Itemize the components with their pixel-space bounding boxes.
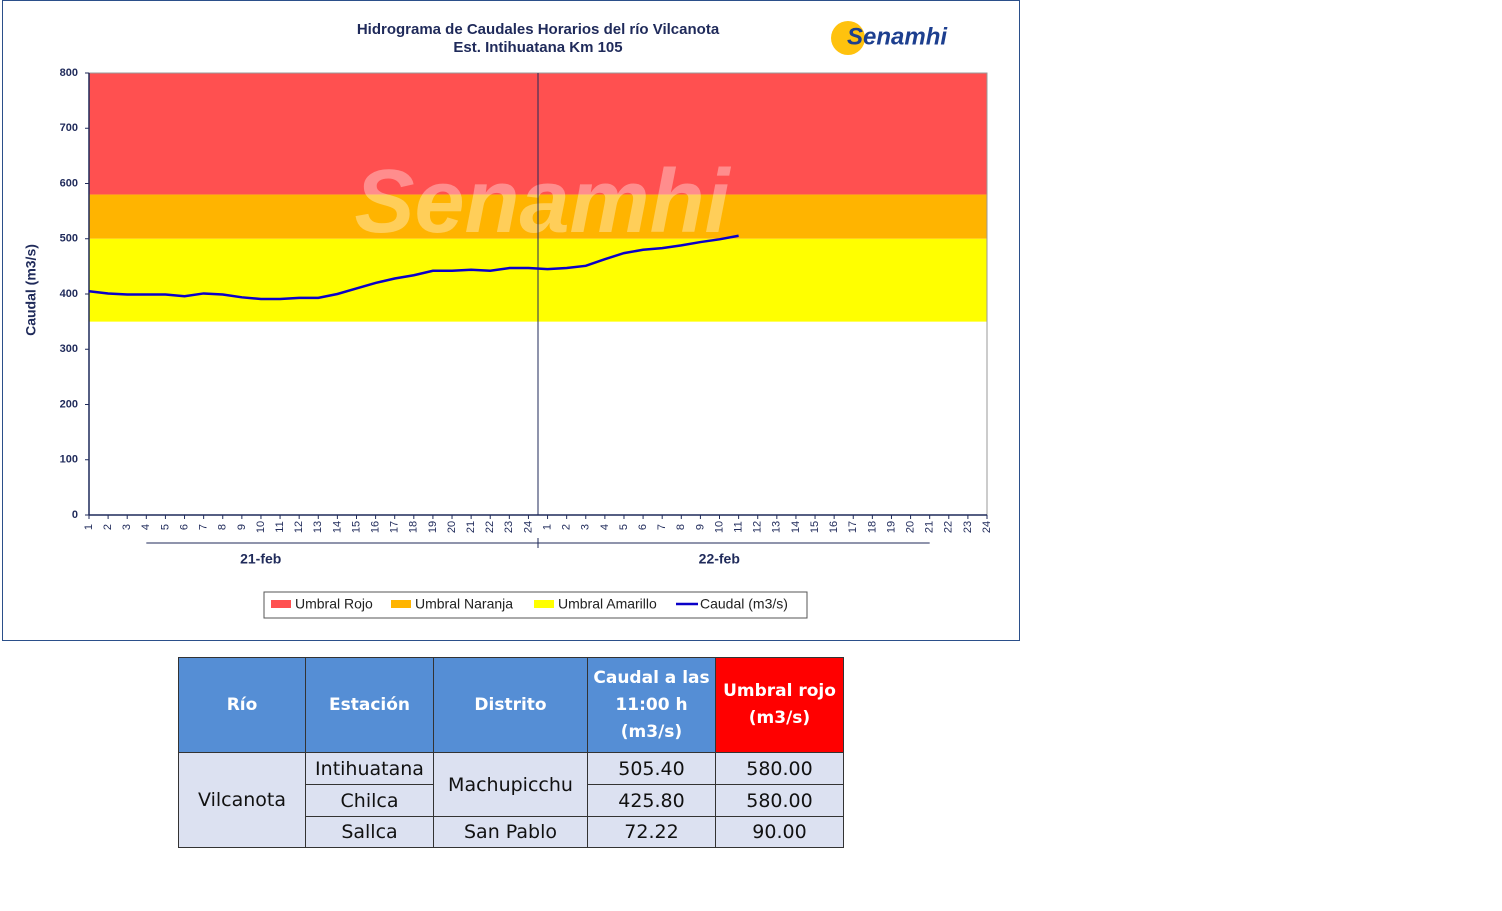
x-tick-label: 5 [618, 524, 630, 530]
x-tick-label: 20 [446, 521, 458, 533]
x-tick-label: 8 [217, 524, 229, 530]
umbral-cell: 90.00 [715, 816, 844, 848]
x-tick-label: 4 [140, 524, 152, 530]
y-tick-label: 200 [60, 398, 78, 410]
x-tick-label: 17 [847, 521, 859, 533]
x-tick-label: 9 [694, 524, 706, 530]
x-tick-label: 18 [866, 521, 878, 533]
y-tick-label: 0 [72, 509, 78, 521]
x-tick-label: 22 [484, 521, 496, 533]
x-tick-label: 10 [255, 521, 267, 533]
legend-swatch [271, 600, 291, 608]
legend-label: Umbral Rojo [295, 596, 373, 612]
x-tick-label: 15 [809, 521, 821, 533]
x-tick-label: 10 [713, 521, 725, 533]
x-tick-label: 6 [637, 524, 649, 530]
legend-label: Caudal (m3/s) [700, 596, 788, 612]
x-tick-label: 21 [465, 521, 477, 533]
caudal-cell: 72.22 [587, 816, 716, 848]
y-tick-label: 400 [60, 288, 78, 300]
x-tick-label: 15 [350, 521, 362, 533]
y-axis-label: Caudal (m3/s) [23, 244, 39, 336]
logo: Senamhi [847, 23, 948, 50]
station-cell: Sallca [305, 816, 434, 848]
legend-swatch [534, 600, 554, 608]
header-cell: Estación [305, 657, 434, 753]
district-cell: San Pablo [433, 816, 588, 848]
x-tick-label: 24 [981, 521, 993, 533]
y-tick-label: 700 [60, 122, 78, 134]
x-tick-label: 8 [675, 524, 687, 530]
station-cell: Intihuatana [305, 752, 434, 785]
x-tick-label: 7 [198, 524, 210, 530]
x-tick-label: 2 [561, 524, 573, 530]
y-tick-label: 800 [60, 67, 78, 79]
group-label: 21-feb [240, 551, 281, 567]
district-cell: Machupicchu [433, 752, 588, 817]
x-tick-label: 13 [771, 521, 783, 533]
x-tick-label: 7 [656, 524, 668, 530]
logo-sun [831, 21, 865, 55]
umbral-cell: 580.00 [715, 752, 844, 785]
x-tick-label: 11 [733, 521, 745, 532]
y-tick-label: 600 [60, 177, 78, 189]
x-tick-label: 19 [427, 521, 439, 533]
x-tick-label: 21 [924, 521, 936, 533]
x-tick-label: 4 [599, 524, 611, 530]
x-tick-label: 16 [828, 521, 840, 533]
chart: Hidrograma de Caudales Horarios del río … [2, 0, 1020, 641]
header-cell: Distrito [433, 657, 588, 753]
group-label: 22-feb [699, 551, 740, 567]
x-tick-label: 11 [274, 521, 286, 532]
x-tick-label: 17 [389, 521, 401, 533]
river-cell: Vilcanota [178, 752, 306, 848]
x-tick-label: 5 [159, 524, 171, 530]
x-tick-label: 23 [962, 521, 974, 533]
x-tick-label: 20 [904, 521, 916, 533]
umbral-cell: 580.00 [715, 784, 844, 817]
x-tick-label: 2 [102, 524, 114, 530]
y-tick-label: 300 [60, 343, 78, 355]
x-tick-label: 12 [752, 521, 764, 533]
x-tick-label: 18 [408, 521, 420, 533]
x-tick-label: 12 [293, 521, 305, 533]
header-cell: Umbral rojo (m3/s) [715, 657, 844, 753]
y-tick-label: 100 [60, 454, 78, 466]
x-tick-label: 3 [121, 524, 133, 530]
chart-subtitle: Est. Intihuatana Km 105 [453, 39, 622, 56]
chart-title: Hidrograma de Caudales Horarios del río … [357, 21, 720, 38]
series-line [88, 234, 739, 301]
header-cell: Río [178, 657, 306, 753]
table: Río Estación Distrito Caudal a las 11:00… [178, 657, 844, 848]
header-cell: Caudal a las 11:00 h (m3/s) [587, 657, 716, 753]
caudal-cell: 425.80 [587, 784, 716, 817]
caudal-cell: 505.40 [587, 752, 716, 785]
station-cell: Chilca [305, 784, 434, 817]
x-tick-label: 16 [370, 521, 382, 533]
x-tick-label: 19 [885, 521, 897, 533]
x-tick-label: 23 [503, 521, 515, 533]
x-tick-label: 13 [312, 521, 324, 533]
legend-swatch [391, 600, 411, 608]
x-tick-label: 24 [522, 521, 534, 533]
legend-label: Umbral Amarillo [558, 596, 657, 612]
legend-label: Umbral Naranja [415, 596, 513, 612]
x-tick-label: 22 [943, 521, 955, 533]
x-tick-label: 14 [790, 521, 802, 533]
watermark: Senamhi [354, 152, 731, 252]
x-tick-label: 14 [331, 521, 343, 533]
y-tick-label: 500 [60, 233, 78, 245]
x-tick-label: 9 [236, 524, 248, 530]
x-tick-label: 3 [580, 524, 592, 530]
x-tick-label: 1 [83, 524, 95, 530]
x-tick-label: 1 [541, 524, 553, 530]
x-tick-label: 6 [178, 524, 190, 530]
